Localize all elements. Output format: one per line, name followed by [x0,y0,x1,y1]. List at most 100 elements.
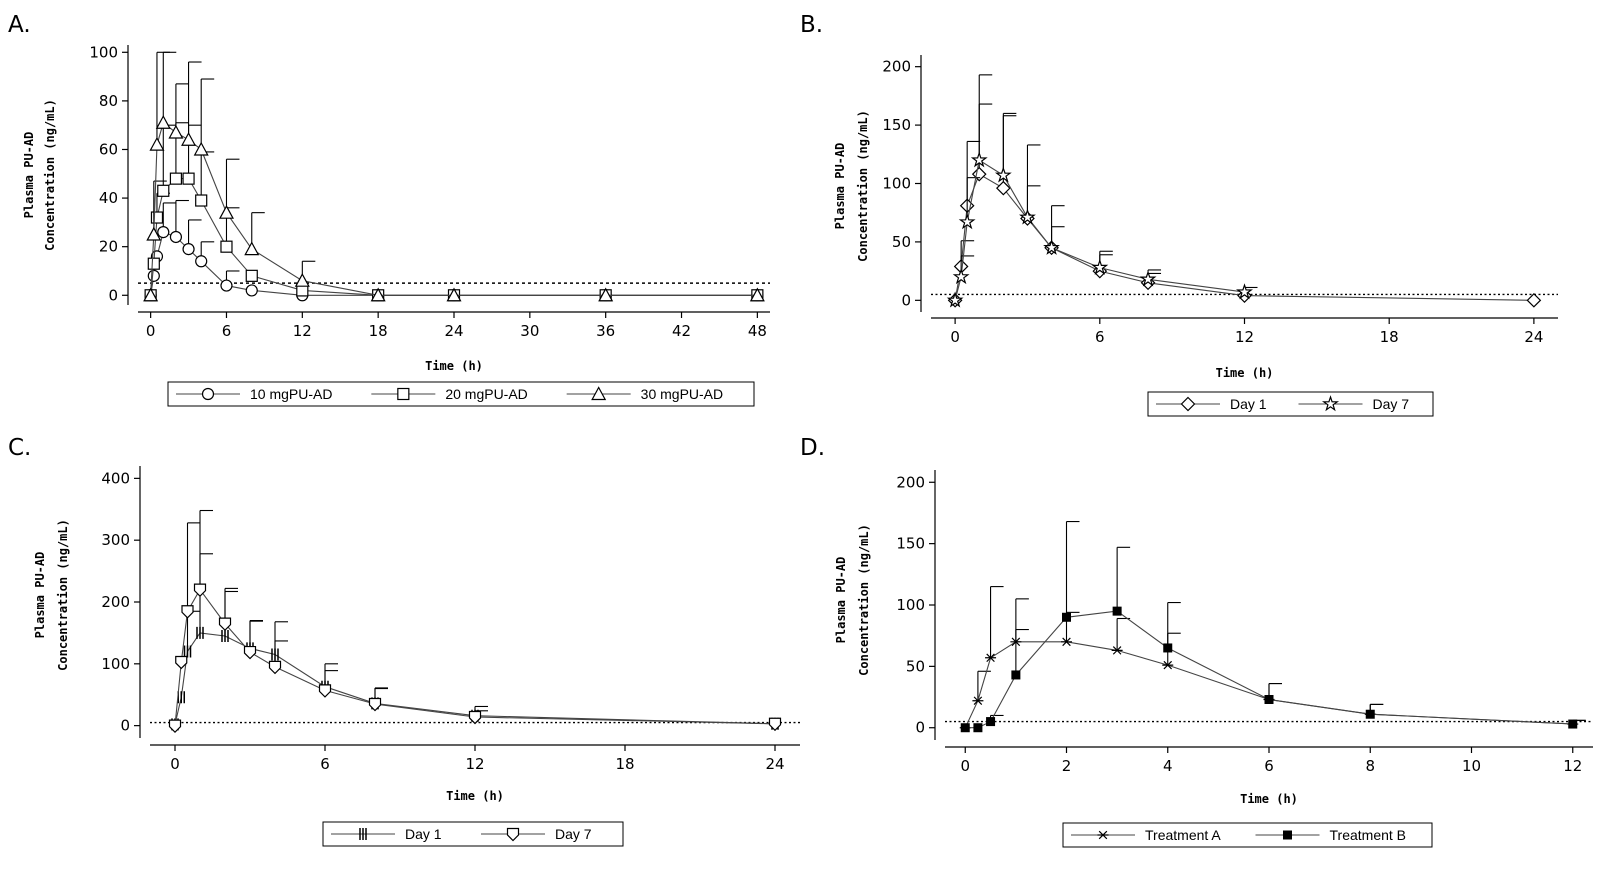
data-point [986,717,996,727]
y-axis-label-line2: Concentration (ng/mL) [857,524,871,676]
x-tick-label: 12 [293,322,312,340]
legend-marker [1097,830,1109,840]
y-tick-label: 20 [99,238,118,256]
chart-panel-2: B. 0 50 100 150 200 0 6 12 18 24 Time (h) Plasma PU-… [800,12,1558,417]
x-tick-label: 0 [960,757,970,775]
y-tick-label: 0 [108,286,118,304]
x-tick-label: 48 [748,322,767,340]
x-axis-label: Time (h) [425,359,483,373]
data-point [1043,238,1060,255]
data-point [973,723,983,733]
data-point [1526,292,1542,308]
x-tick-label: 12 [465,755,484,773]
data-point [245,269,258,282]
data-point [268,660,282,675]
series-1 [144,199,764,302]
y-tick-label: 60 [99,140,118,158]
y-tick-label: 200 [882,58,911,76]
series-line [954,173,1534,301]
panel-letter: D. [800,435,825,461]
data-point [1112,606,1122,616]
data-point [147,257,160,270]
data-point [468,710,482,725]
x-axis-label: Time (h) [1240,792,1298,806]
legend-marker [359,828,367,840]
x-tick-label: 24 [765,755,784,773]
data-point [146,226,162,241]
data-point [193,141,209,156]
data-point [193,583,207,597]
data-point [168,124,184,139]
chart-panel-3: C. 0 100 200 300 400 0 6 12 18 24 Time (h) Plasma PU… [8,435,800,847]
data-point [952,268,970,285]
data-point [181,132,197,146]
legend-marker [1180,396,1196,412]
data-point [294,272,310,287]
data-point [147,269,160,282]
series-2 [960,520,1586,733]
series-2 [144,122,764,302]
x-tick-label: 0 [146,322,156,340]
data-point [946,291,964,308]
series-1 [959,586,1586,733]
legend-marker [397,387,410,401]
y-tick-label: 0 [915,719,925,737]
y-tick-label: 100 [89,43,118,61]
data-point [1062,612,1071,622]
data-point [195,194,208,207]
data-point [972,696,984,706]
series-line [150,121,758,296]
y-tick-label: 50 [892,233,911,251]
series-2 [946,74,1258,308]
data-point [155,114,171,129]
legend-marker [591,386,607,401]
series-line [150,178,758,296]
y-tick-label: 100 [896,596,925,614]
legend: Day 1 Day 7 [1147,391,1434,417]
data-point [958,213,976,230]
series-line [174,588,776,726]
data-point [157,226,170,239]
y-axis-label-line2: Concentration (ng/mL) [43,99,57,251]
data-point [143,287,159,302]
data-point [175,655,188,670]
legend-marker [201,387,215,401]
data-point [150,211,164,224]
series-1 [947,103,1542,308]
legend-box [167,381,755,407]
x-tick-label: 0 [170,755,180,773]
legend-label: Day 7 [555,826,592,842]
x-tick-label: 30 [520,322,539,340]
x-tick-label: 24 [1524,328,1543,346]
y-tick-label: 100 [101,655,130,673]
legend-label: Treatment B [1330,827,1407,843]
data-point [749,287,765,302]
data-point [149,136,165,151]
data-point [1162,660,1174,670]
x-tick-label: 6 [1095,328,1105,346]
y-axis-label-line1: Plasma PU-AD [833,143,847,230]
legend-label: Day 1 [405,826,442,842]
x-tick-label: 0 [950,328,960,346]
data-point [1111,646,1123,655]
data-point [196,626,204,639]
x-tick-label: 6 [1264,757,1274,775]
data-point [183,645,192,658]
data-point [1264,695,1274,704]
x-tick-label: 18 [1380,328,1399,346]
data-point [1011,670,1021,680]
data-point [370,287,386,302]
y-tick-label: 200 [101,593,130,611]
x-tick-label: 18 [615,755,634,773]
panel-letter: C. [8,435,31,461]
data-point [368,697,382,712]
data-point [157,184,170,197]
y-tick-label: 50 [906,657,925,675]
data-point [960,723,970,733]
data-point [220,240,233,253]
y-tick-label: 80 [99,92,118,110]
y-tick-label: 0 [120,717,130,735]
x-tick-label: 6 [320,755,330,773]
data-point [1236,283,1253,300]
legend-label: 10 mgPU-AD [250,386,332,402]
